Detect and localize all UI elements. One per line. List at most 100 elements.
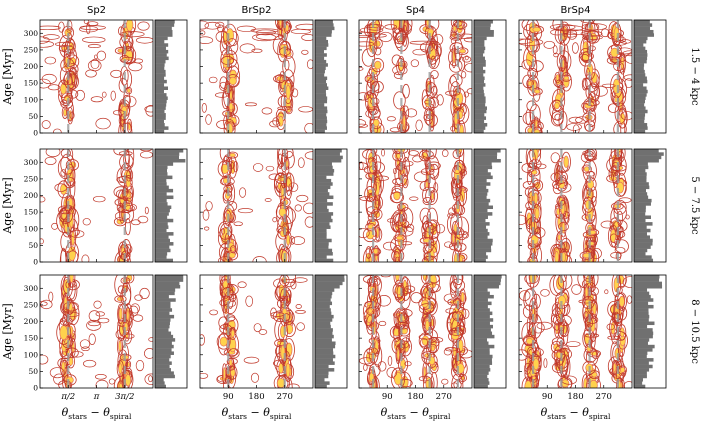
contour-mark bbox=[119, 35, 134, 50]
row-label: 8 − 10.5 kpc bbox=[689, 299, 700, 364]
contour-mark bbox=[282, 313, 291, 321]
histogram-bar bbox=[634, 232, 648, 236]
contour-mark bbox=[436, 94, 444, 106]
histogram-bar bbox=[634, 215, 651, 219]
histogram-bar bbox=[155, 225, 169, 229]
contour-mark bbox=[58, 206, 74, 224]
contour-mark bbox=[205, 201, 213, 211]
contour-mark bbox=[253, 323, 262, 333]
contour-core bbox=[396, 235, 404, 241]
contour-mark bbox=[552, 246, 561, 262]
contour-mark bbox=[406, 223, 415, 232]
x-tick-label: 180 bbox=[567, 392, 583, 402]
histogram-bar bbox=[155, 311, 170, 316]
histogram-bar bbox=[474, 338, 488, 342]
histogram-bar bbox=[315, 351, 334, 355]
contour-mark bbox=[108, 378, 116, 385]
contour-mark bbox=[140, 151, 153, 159]
contour-mark bbox=[114, 198, 127, 207]
contour-mark bbox=[122, 122, 133, 133]
histogram-bar bbox=[474, 116, 487, 120]
histogram-bar bbox=[155, 354, 171, 359]
contour-mark bbox=[366, 23, 384, 31]
contour-mark bbox=[581, 35, 603, 40]
contour-mark bbox=[445, 90, 461, 96]
histogram-bar bbox=[315, 384, 327, 389]
histogram-bar bbox=[155, 215, 168, 219]
histogram-bar bbox=[634, 301, 649, 306]
contour-mark bbox=[243, 356, 260, 364]
histogram-bar bbox=[155, 228, 167, 233]
contour-mark bbox=[144, 348, 153, 359]
contour-mark bbox=[272, 217, 277, 223]
histogram-bar bbox=[474, 225, 487, 229]
contour-mark bbox=[277, 106, 291, 111]
contour-mark bbox=[578, 299, 594, 304]
contour-core bbox=[532, 358, 540, 371]
column-title: Sp2 bbox=[87, 5, 106, 16]
contour-core bbox=[229, 76, 237, 86]
y-tick-label: 0 bbox=[33, 384, 38, 393]
contour-core bbox=[367, 224, 374, 230]
contour-core bbox=[219, 336, 228, 347]
contour-mark bbox=[622, 50, 632, 57]
histogram-bar bbox=[474, 358, 492, 362]
contour-mark bbox=[90, 58, 100, 70]
contour-core bbox=[620, 367, 626, 373]
contour-mark bbox=[587, 349, 602, 358]
contour-mark bbox=[430, 190, 436, 203]
contour-mark bbox=[582, 78, 591, 90]
contour-mark bbox=[88, 333, 96, 346]
histogram-bar bbox=[315, 368, 335, 372]
contour-mark bbox=[265, 165, 275, 172]
contour-mark bbox=[40, 354, 49, 365]
contour-mark bbox=[618, 197, 632, 204]
histogram-bar bbox=[315, 278, 345, 282]
histogram-bar bbox=[155, 96, 168, 100]
contour-mark bbox=[593, 85, 608, 97]
contour-mark bbox=[588, 313, 598, 337]
histogram-bar bbox=[155, 93, 167, 97]
contour-mark bbox=[291, 236, 306, 245]
histogram-bar bbox=[155, 69, 166, 74]
contour-mark bbox=[245, 295, 254, 307]
contour-mark bbox=[556, 232, 563, 243]
contour-core bbox=[126, 88, 131, 94]
row-label: 5 − 7.5 kpc bbox=[689, 176, 700, 235]
age-histogram bbox=[474, 20, 494, 134]
contour-mark bbox=[426, 161, 441, 171]
y-tick-label: 200 bbox=[24, 62, 39, 71]
contour-mark bbox=[359, 162, 369, 171]
contour-mark bbox=[69, 229, 85, 238]
contour-mark bbox=[386, 367, 398, 378]
x-axis-label: θstars − θspiral bbox=[541, 406, 611, 421]
histogram-bar bbox=[634, 33, 655, 37]
contour-mark bbox=[532, 204, 542, 223]
histogram-bar bbox=[634, 192, 648, 196]
contour-mark bbox=[459, 288, 466, 306]
contour-core bbox=[374, 340, 379, 353]
histogram-bar bbox=[634, 195, 649, 200]
histogram-bar bbox=[155, 212, 169, 216]
histogram-bar bbox=[634, 86, 647, 90]
histogram-bar bbox=[315, 318, 333, 322]
contour-mark bbox=[40, 36, 50, 44]
contour-mark bbox=[585, 99, 600, 107]
contour-mark bbox=[122, 191, 133, 200]
contour-mark bbox=[95, 374, 107, 380]
histogram-bar bbox=[155, 195, 174, 200]
contour-mark bbox=[583, 275, 594, 282]
y-tick-label: 150 bbox=[24, 79, 39, 88]
panel bbox=[199, 148, 348, 263]
contour-mark bbox=[295, 23, 313, 31]
column-title: BrSp2 bbox=[241, 5, 271, 16]
contour-mark bbox=[273, 374, 289, 388]
contour-mark bbox=[62, 276, 71, 294]
contour-mark bbox=[396, 32, 405, 43]
contour-mark bbox=[582, 150, 594, 157]
contour-mark bbox=[304, 216, 313, 228]
contour-mark bbox=[90, 96, 104, 103]
histogram-bar bbox=[315, 284, 340, 289]
histogram-bar bbox=[155, 304, 171, 309]
contour-mark bbox=[463, 37, 472, 43]
